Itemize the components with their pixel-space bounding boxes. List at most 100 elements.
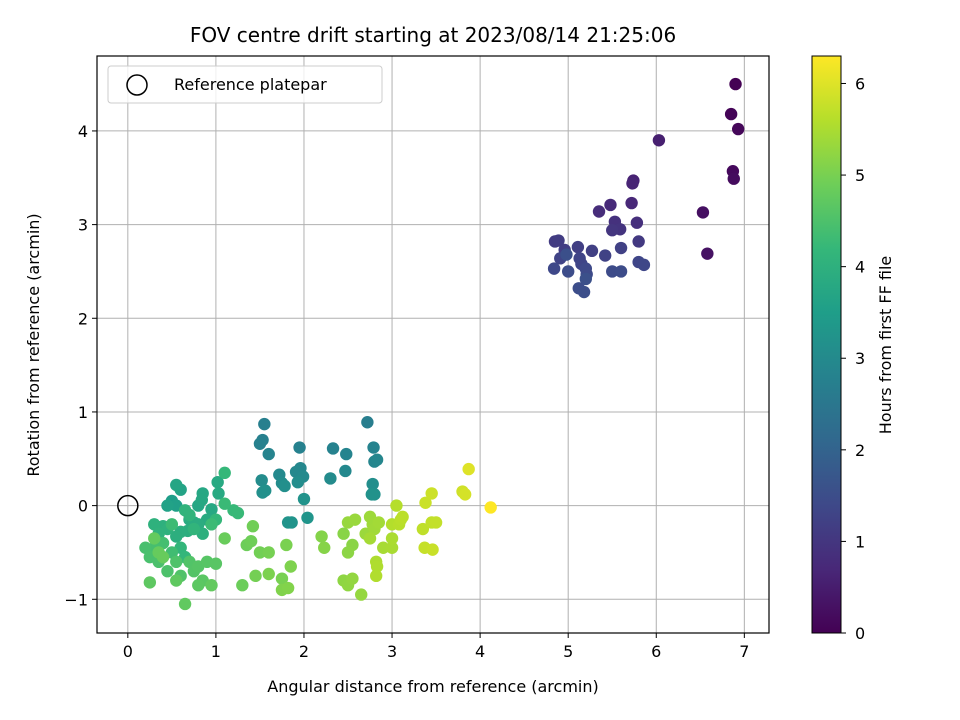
data-point <box>297 492 311 506</box>
data-point <box>205 503 218 516</box>
y-tick-label: 1 <box>78 403 88 422</box>
data-point <box>262 546 275 559</box>
colorbar-tick-label: 0 <box>855 624 865 643</box>
data-point <box>315 530 328 543</box>
data-point <box>209 557 223 570</box>
legend-box <box>107 65 383 104</box>
data-point <box>579 272 593 286</box>
data-point <box>365 488 378 501</box>
data-point <box>170 530 183 543</box>
data-point <box>259 484 272 497</box>
data-point <box>246 520 260 533</box>
data-point <box>625 196 638 210</box>
x-tick-label: 0 <box>123 642 133 661</box>
data-point <box>348 513 362 526</box>
data-point <box>187 522 201 536</box>
data-point <box>161 564 174 578</box>
colorbar-tick-label: 6 <box>855 74 865 93</box>
data-point <box>195 493 209 507</box>
data-point <box>346 572 359 585</box>
data-point <box>253 437 267 450</box>
data-point <box>416 522 430 536</box>
data-point <box>426 543 439 556</box>
data-point <box>161 499 174 512</box>
grid-lines <box>97 56 769 633</box>
colorbar-label: Hours from first FF file <box>876 256 895 435</box>
data-point <box>285 516 298 529</box>
x-tick-label: 2 <box>299 642 309 661</box>
colorbar-tick-label: 4 <box>855 258 865 277</box>
data-point <box>598 249 612 262</box>
y-tick-label: 4 <box>78 122 88 141</box>
data-point <box>236 579 249 592</box>
data-point <box>361 416 374 429</box>
data-point <box>701 247 714 260</box>
x-tick-label: 5 <box>563 642 573 661</box>
data-point <box>577 285 591 299</box>
data-point <box>396 510 409 524</box>
data-point <box>363 532 377 545</box>
data-point <box>604 198 617 212</box>
data-points <box>139 77 745 611</box>
data-point <box>262 447 275 461</box>
data-point <box>339 464 352 478</box>
data-point <box>211 475 224 489</box>
data-point <box>626 177 639 190</box>
x-tick-label: 7 <box>739 642 749 661</box>
colorbar-tick-label: 3 <box>855 349 865 368</box>
data-point <box>284 560 297 573</box>
data-point <box>630 216 644 229</box>
data-point <box>592 205 606 218</box>
data-point <box>156 550 170 564</box>
data-point <box>370 453 384 466</box>
data-point <box>614 265 628 278</box>
data-point <box>484 501 497 514</box>
data-point <box>377 541 390 554</box>
data-point <box>372 516 386 529</box>
data-point <box>724 107 738 121</box>
data-point <box>244 535 258 548</box>
data-point <box>370 560 384 573</box>
data-point <box>275 572 289 585</box>
data-point <box>585 244 599 258</box>
data-point <box>390 499 403 512</box>
data-point <box>183 508 196 522</box>
reference-platepar-marker <box>117 494 139 517</box>
data-point <box>249 569 262 583</box>
data-point <box>341 546 355 559</box>
data-point <box>606 265 619 278</box>
x-axis-ticks: 0 1 2 3 4 5 6 7 <box>123 633 749 661</box>
data-point <box>148 518 161 531</box>
data-point <box>355 588 368 601</box>
x-axis-label: Angular distance from reference (arcmin) <box>267 677 598 696</box>
y-axis-label: Rotation from reference (arcmin) <box>24 213 43 476</box>
data-point <box>366 477 379 491</box>
data-point <box>637 258 651 272</box>
data-point <box>425 487 438 500</box>
chart-title: FOV centre drift starting at 2023/08/14 … <box>190 23 676 47</box>
data-point <box>262 567 275 581</box>
data-point <box>326 442 340 455</box>
data-point <box>301 511 314 524</box>
y-tick-label: −1 <box>64 590 88 609</box>
colorbar-ticks: 0 1 2 3 4 5 6 <box>841 74 865 643</box>
colorbar-tick-label: 5 <box>855 166 865 185</box>
data-point <box>429 516 443 529</box>
data-point <box>139 541 152 554</box>
data-point <box>385 541 399 554</box>
legend-open-circle-icon <box>126 74 148 96</box>
data-point <box>293 441 306 454</box>
data-point <box>205 579 218 592</box>
data-point <box>205 518 218 531</box>
data-point <box>258 417 271 431</box>
data-point <box>170 555 183 569</box>
colorbar <box>811 55 842 634</box>
data-point <box>462 462 475 476</box>
data-point <box>318 541 331 554</box>
data-point <box>561 265 575 278</box>
data-point <box>281 581 295 595</box>
data-point <box>253 546 267 559</box>
y-tick-label: 2 <box>78 309 88 328</box>
data-point <box>652 134 666 147</box>
data-point <box>178 597 192 611</box>
